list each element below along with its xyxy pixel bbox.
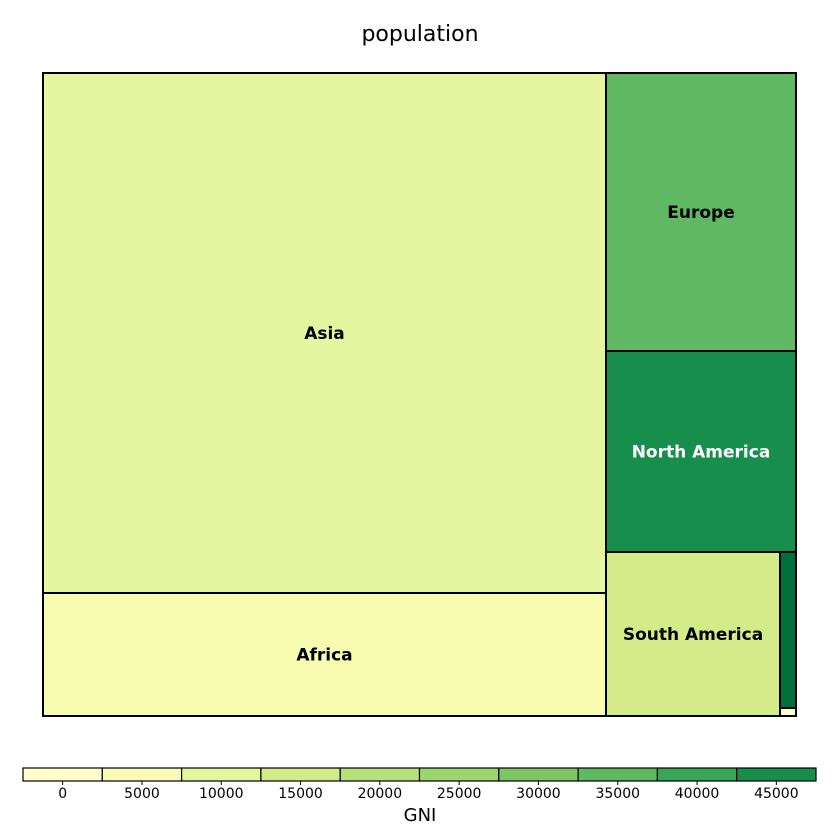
tile-label-africa: Africa: [296, 646, 352, 666]
tile-south-america: [605, 551, 781, 717]
legend-tick-label: 30000: [516, 786, 561, 802]
legend-tick-label: 40000: [675, 786, 720, 802]
legend-title: GNI: [404, 805, 437, 826]
treemap-tiles: Asia Africa Europe North America South Ameri…: [42, 72, 797, 717]
legend-swatch: [418, 767, 500, 782]
tile-label-europe: Europe: [667, 203, 734, 223]
tile-unlabeled-6: [779, 707, 797, 717]
legend-tick-label: 10000: [199, 786, 244, 802]
legend-swatch: [656, 767, 738, 782]
tile-label-north-america: North America: [632, 443, 771, 463]
tile-label-asia: Asia: [304, 324, 345, 344]
legend-swatch: [339, 767, 421, 782]
legend-swatch: [736, 767, 817, 782]
legend-tick-label: 25000: [437, 786, 482, 802]
legend-tick-label: 45000: [754, 786, 799, 802]
legend-swatch: [577, 767, 658, 782]
legend-tick-label: 0: [58, 786, 67, 802]
tile-north-america: [605, 350, 797, 553]
legend-swatch: [498, 767, 579, 782]
legend-tick-label: 35000: [595, 786, 640, 802]
tile-europe: [605, 72, 797, 352]
tile-unlabeled-5: [779, 551, 797, 709]
legend-tick-label: 5000: [124, 786, 160, 802]
legend-swatch: [101, 767, 183, 782]
tile-africa: [42, 592, 607, 717]
legend-tick-label: 20000: [358, 786, 403, 802]
chart-title: population: [361, 22, 478, 47]
legend-swatch: [181, 767, 262, 782]
tile-label-south-america: South America: [623, 625, 763, 645]
color-legend: 0 5000 10000 15000 20000 25000 30000 35000 40000…: [22, 767, 817, 802]
legend-tick-label: 15000: [278, 786, 323, 802]
legend-swatch: [22, 767, 103, 782]
tile-asia: [42, 72, 607, 594]
legend-swatch: [260, 767, 341, 782]
